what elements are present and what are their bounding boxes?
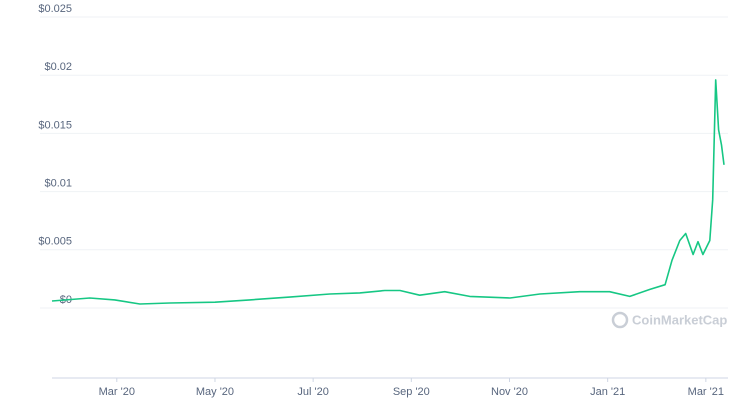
watermark-logo <box>611 311 629 329</box>
y-tick-label: $0.01 <box>44 178 72 190</box>
price-line <box>51 79 725 305</box>
x-tick-label: Mar '21 <box>688 386 724 398</box>
y-tick-label: $0.005 <box>38 236 72 248</box>
x-tick-label: Mar '20 <box>99 386 135 398</box>
x-tick-label: Nov '20 <box>491 386 528 398</box>
x-tick-label: Jan '21 <box>590 386 625 398</box>
y-tick-label: $0.015 <box>38 119 72 131</box>
watermark: CoinMarketCap <box>611 311 727 329</box>
y-tick-label: $0.025 <box>38 3 72 15</box>
x-tick-label: May '20 <box>196 386 234 398</box>
x-tick-label: Jul '20 <box>297 386 328 398</box>
watermark-text: CoinMarketCap <box>632 312 727 327</box>
y-tick-label: $0.02 <box>44 61 72 73</box>
x-tick-label: Sep '20 <box>393 386 430 398</box>
